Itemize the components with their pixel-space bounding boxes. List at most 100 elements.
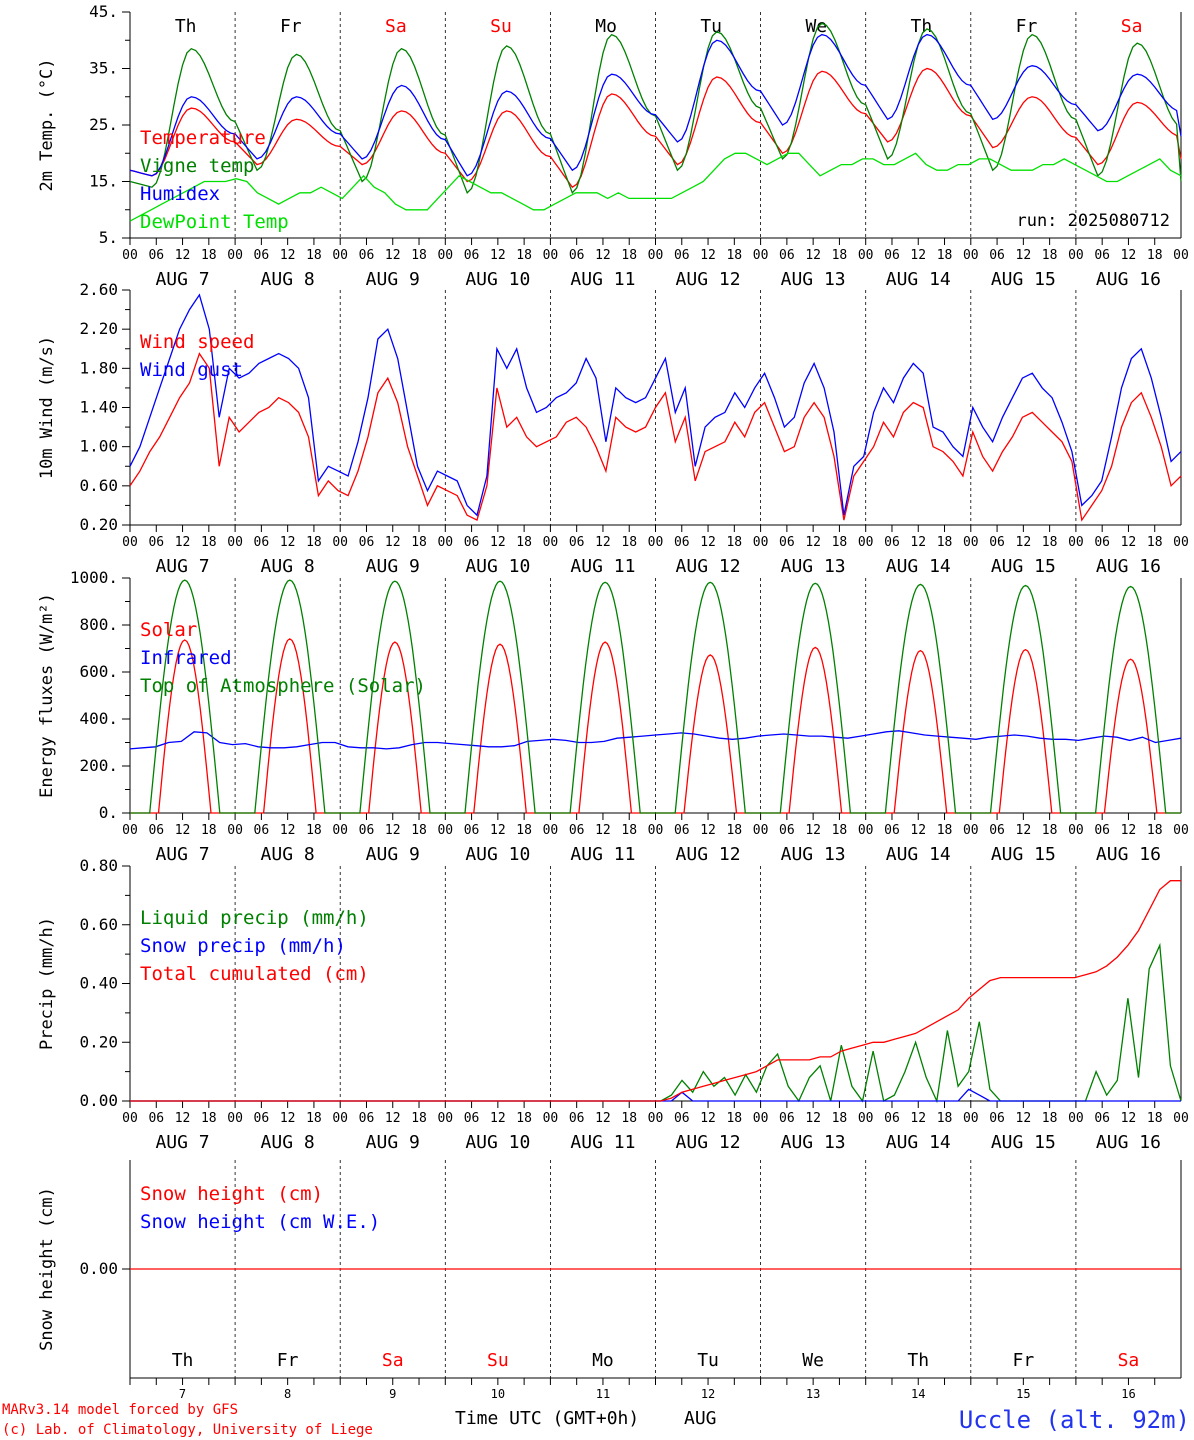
x-tick-label: 06	[1094, 823, 1110, 838]
x-tick-label: 06	[1094, 248, 1110, 263]
y-tick-label: 15.	[89, 172, 118, 191]
x-tick-label: 18	[937, 248, 953, 263]
x-tick-label: 00	[753, 823, 769, 838]
x-tick-label: 06	[569, 248, 585, 263]
x-tick-label: 06	[989, 535, 1005, 550]
x-tick-label: 18	[411, 535, 427, 550]
x-tick-label: 12	[385, 1111, 401, 1126]
x-tick-label: 18	[411, 1111, 427, 1126]
legend-item: Temperature	[140, 127, 266, 149]
x-tick-label: 06	[359, 248, 375, 263]
x-tick-label: 12	[1016, 248, 1032, 263]
x-tick-label: 18	[516, 248, 532, 263]
x-tick-label: 12	[595, 535, 611, 550]
x-tick-label: 12	[910, 823, 926, 838]
x-tick-label: 12	[385, 823, 401, 838]
x-tick-label: 12	[175, 823, 191, 838]
series-total-cumulated-cm	[130, 880, 1181, 1102]
date-label: AUG 14	[886, 269, 951, 290]
model-credit: MARv3.14 model forced by GFS	[2, 1402, 238, 1418]
x-tick-label: 00	[1173, 248, 1189, 263]
x-tick-label: 18	[726, 248, 742, 263]
x-tick-label: 00	[122, 535, 138, 550]
x-tick-label: 00	[332, 535, 348, 550]
y-tick-label: 0.00	[79, 1259, 118, 1278]
x-tick-label: 00	[437, 823, 453, 838]
y-tick-label: 45.	[89, 2, 118, 21]
y-tick-label: 1.80	[79, 358, 118, 377]
date-number: 11	[596, 1387, 610, 1401]
y-tick-label: 200.	[79, 756, 118, 775]
x-tick-label: 00	[648, 248, 664, 263]
x-tick-label: 18	[832, 1111, 848, 1126]
x-tick-label: 00	[122, 823, 138, 838]
x-tick-label: 12	[910, 248, 926, 263]
x-tick-label: 00	[963, 248, 979, 263]
panel-1: 5. 15. 25. 35. 45. 2m Temp. (°C) 00 06 12 18 AUG 7…	[37, 2, 1189, 290]
legend-item: Vigne temp	[140, 155, 254, 177]
x-tick-label: 00	[1068, 823, 1084, 838]
y-tick-label: 800.	[79, 615, 118, 634]
x-tick-label: 06	[1094, 1111, 1110, 1126]
x-tick-label: 18	[1147, 823, 1163, 838]
x-tick-label: 18	[621, 535, 637, 550]
time-axis-label: Time UTC (GMT+0h)	[455, 1408, 639, 1429]
legend-item: Humidex	[140, 183, 220, 205]
x-tick-label: 18	[832, 823, 848, 838]
x-tick-label: 06	[464, 535, 480, 550]
x-tick-label: 06	[989, 248, 1005, 263]
copyright: (c) Lab. of Climatology, University of L…	[2, 1422, 373, 1438]
day-name: Sa	[1121, 16, 1143, 37]
y-tick-label: 400.	[79, 709, 118, 728]
series-wind-gust	[129, 293, 1182, 517]
day-name: Th	[907, 1350, 929, 1371]
date-label: AUG 8	[261, 844, 315, 865]
y-tick-label: 5.	[99, 228, 118, 247]
legend-item: Top of Atmosphere (Solar)	[140, 675, 426, 697]
date-label: AUG 7	[155, 1132, 209, 1153]
date-label: AUG 8	[261, 269, 315, 290]
panel-3: 0. 200. 400. 600. 800. 1000. Energy fluxes (W/…	[37, 568, 1189, 865]
day-name: Fr	[280, 16, 302, 37]
x-tick-label: 18	[1147, 535, 1163, 550]
x-tick-label: 12	[280, 823, 296, 838]
date-label: AUG 9	[366, 844, 420, 865]
x-tick-label: 00	[332, 823, 348, 838]
legend-item: Total cumulated (cm)	[140, 963, 369, 985]
x-tick-label: 00	[753, 535, 769, 550]
x-tick-label: 06	[359, 535, 375, 550]
y-axis-label: Energy fluxes (W/m²)	[37, 593, 57, 798]
x-tick-label: 06	[989, 823, 1005, 838]
x-tick-label: 18	[516, 535, 532, 550]
x-tick-label: 18	[306, 1111, 322, 1126]
y-axis-label: Snow height (cm)	[37, 1187, 57, 1351]
x-tick-label: 12	[175, 1111, 191, 1126]
legend-item: Wind speed	[140, 331, 254, 353]
x-tick-label: 06	[884, 535, 900, 550]
x-tick-label: 06	[674, 1111, 690, 1126]
y-tick-label: 600.	[79, 662, 118, 681]
x-tick-label: 12	[700, 1111, 716, 1126]
x-tick-label: 00	[1068, 248, 1084, 263]
x-tick-label: 00	[648, 1111, 664, 1126]
date-label: AUG 9	[366, 269, 420, 290]
x-tick-label: 06	[359, 823, 375, 838]
x-tick-label: 18	[201, 823, 217, 838]
x-tick-label: 18	[411, 823, 427, 838]
date-label: AUG 16	[1096, 1132, 1161, 1153]
day-name: We	[805, 16, 827, 37]
date-label: AUG 11	[570, 556, 635, 577]
x-tick-label: 18	[411, 248, 427, 263]
x-tick-label: 18	[516, 1111, 532, 1126]
x-tick-label: 18	[306, 535, 322, 550]
x-tick-label: 12	[490, 823, 506, 838]
x-tick-label: 12	[1016, 823, 1032, 838]
date-number: 8	[284, 1387, 291, 1401]
date-label: AUG 10	[465, 1132, 530, 1153]
day-name: Fr	[277, 1350, 299, 1371]
date-label: AUG 10	[465, 556, 530, 577]
x-tick-label: 00	[437, 1111, 453, 1126]
x-tick-label: 18	[937, 535, 953, 550]
day-name: Tu	[697, 1350, 719, 1371]
day-name: Mo	[595, 16, 617, 37]
